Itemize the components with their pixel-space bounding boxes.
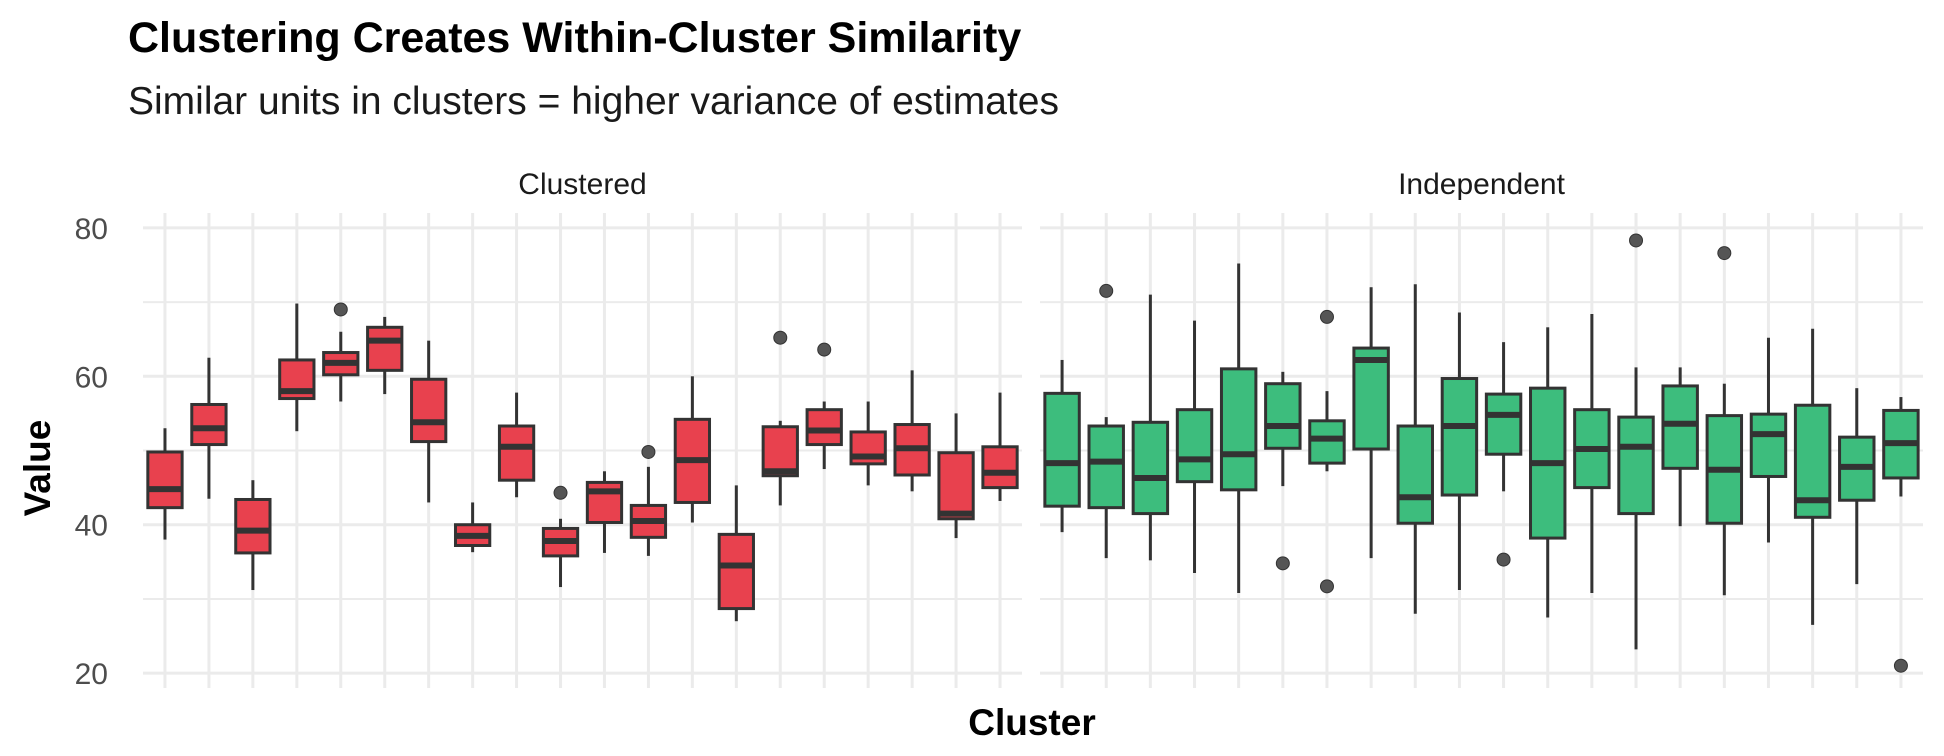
box-13 [673, 376, 712, 523]
box-6 [1264, 371, 1302, 571]
outlier-point [1319, 309, 1334, 324]
box-19 [1838, 388, 1876, 585]
box-17 [1749, 337, 1788, 543]
box-19 [937, 413, 975, 539]
box-20 [981, 392, 1019, 501]
box-iqr [1352, 346, 1390, 451]
box-iqr [1264, 382, 1302, 450]
outlier-point [1629, 233, 1644, 248]
box-12 [1529, 327, 1567, 618]
box-16 [1705, 246, 1744, 596]
box-14 [717, 485, 755, 622]
box-4 [1175, 320, 1214, 573]
box-2 [1087, 283, 1125, 559]
box-iqr [1440, 377, 1479, 497]
box-3 [1131, 294, 1170, 561]
box-iqr [1219, 367, 1258, 492]
outlier-point [1099, 283, 1114, 298]
box-1 [146, 428, 184, 540]
box-iqr [981, 445, 1019, 490]
panels: 20 40 60 80 Clustered Independent [75, 168, 1923, 691]
y-tick-label: 40 [75, 510, 108, 543]
box-iqr [1396, 424, 1434, 525]
box-11 [585, 471, 624, 553]
box-12 [629, 444, 668, 556]
box-15 [1661, 367, 1699, 527]
outlier-point [1717, 246, 1732, 261]
box-iqr [1484, 392, 1523, 456]
box-8 [1352, 287, 1390, 559]
outlier-point [1275, 556, 1290, 571]
box-iqr [1308, 419, 1346, 465]
facet-label: Independent [1398, 168, 1565, 201]
box-6 [366, 316, 404, 395]
box-4 [278, 303, 316, 432]
box-iqr [937, 451, 975, 521]
box-3 [234, 480, 272, 591]
y-axis-label: Value [17, 420, 58, 517]
box-iqr [146, 450, 184, 510]
box-iqr [1175, 408, 1214, 484]
box-1 [1043, 359, 1081, 533]
box-iqr [1617, 415, 1655, 516]
box-7 [1308, 309, 1346, 594]
outlier-point [641, 444, 656, 459]
outlier-point [817, 342, 832, 357]
box-iqr [190, 402, 228, 447]
outlier-point [333, 302, 348, 317]
outlier-point [1319, 579, 1334, 594]
box-iqr [410, 377, 448, 444]
box-iqr [1661, 384, 1699, 470]
box-iqr [805, 408, 843, 447]
chart-subtitle: Similar units in clusters = higher varia… [128, 80, 1059, 123]
chart-title: Clustering Creates Within-Cluster Simila… [128, 14, 1022, 62]
box-5 [1219, 263, 1258, 593]
box-9 [497, 392, 536, 498]
box-5 [322, 302, 360, 402]
box-18 [893, 370, 931, 492]
box-iqr [1749, 412, 1788, 478]
box-10 [541, 485, 580, 588]
y-tick-label: 20 [75, 658, 108, 691]
box-iqr [1087, 424, 1125, 510]
box-17 [849, 401, 887, 486]
box-iqr [1043, 391, 1081, 508]
box-iqr [497, 424, 536, 482]
box-15 [761, 330, 799, 506]
box-9 [1396, 284, 1434, 614]
box-iqr [717, 532, 755, 611]
box-16 [805, 342, 843, 470]
box-8 [453, 502, 492, 553]
box-11 [1484, 342, 1523, 567]
x-axis-label: Cluster [968, 702, 1095, 743]
outlier-point [1496, 552, 1511, 567]
box-iqr [761, 425, 799, 478]
box-14 [1617, 233, 1655, 650]
outlier-point [1893, 658, 1908, 673]
y-tick-label: 80 [75, 213, 108, 246]
panel-clustered: Clustered [143, 168, 1022, 688]
box-iqr [1131, 420, 1170, 516]
box-2 [190, 357, 228, 499]
facet-label: Clustered [518, 168, 646, 201]
box-13 [1573, 313, 1611, 593]
outlier-point [553, 485, 568, 500]
box-20 [1882, 397, 1920, 673]
box-iqr [366, 325, 404, 372]
box-18 [1793, 328, 1832, 625]
box-10 [1440, 312, 1479, 591]
box-iqr [234, 497, 272, 555]
outlier-point [773, 330, 788, 345]
y-tick-label: 60 [75, 361, 108, 394]
panel-independent: Independent [1040, 168, 1923, 688]
box-7 [410, 340, 448, 503]
